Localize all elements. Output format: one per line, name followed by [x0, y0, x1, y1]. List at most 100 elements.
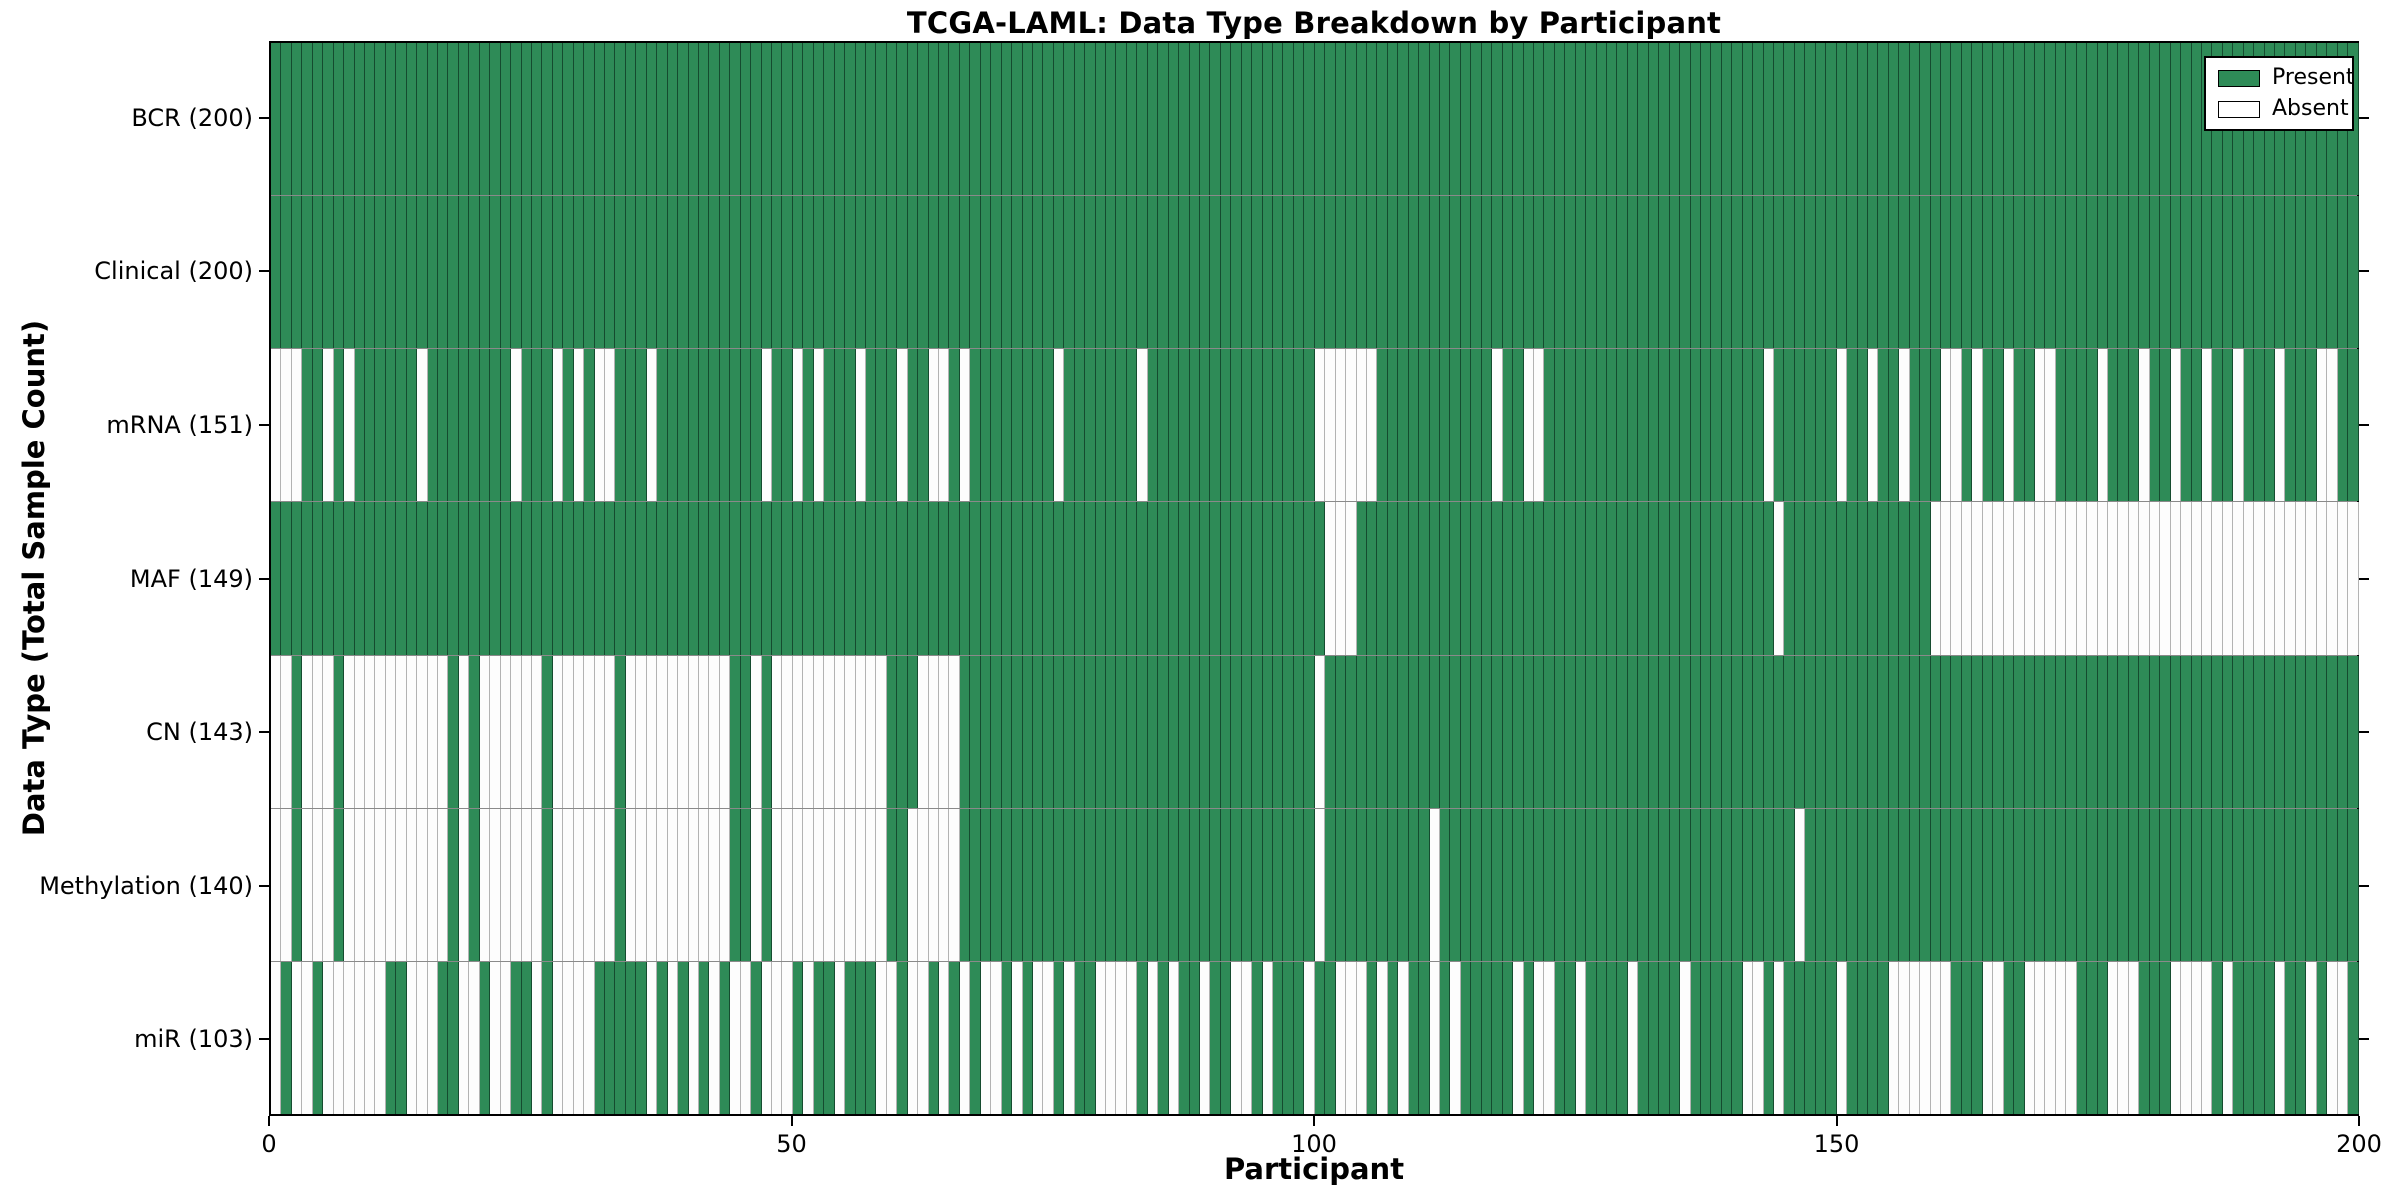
cell-mRNA-56 [855, 349, 866, 502]
cell-Methylation-69 [991, 808, 1002, 961]
cell-CN-86 [1168, 655, 1180, 808]
cell-Clinical-18 [458, 196, 470, 349]
cell-CN-14 [417, 655, 428, 808]
cell-miR-177 [2118, 961, 2129, 1114]
cell-Methylation-149 [1826, 808, 1837, 961]
cell-CN-18 [458, 655, 470, 808]
cell-Clinical-15 [427, 196, 438, 349]
cell-BCR-75 [1053, 43, 1065, 196]
cell-CN-46 [751, 655, 762, 808]
cell-miR-48 [772, 961, 783, 1114]
cell-Methylation-153 [1867, 808, 1879, 961]
cell-Methylation-188 [2233, 808, 2244, 961]
cell-miR-65 [949, 961, 960, 1114]
cell-mRNA-75 [1053, 349, 1065, 502]
y-tick-mark-left [259, 270, 269, 273]
cell-miR-196 [2316, 961, 2328, 1114]
cell-mRNA-163 [1972, 349, 1983, 502]
cell-MAF-64 [939, 502, 950, 655]
cell-Clinical-187 [2222, 196, 2234, 349]
cell-Clinical-94 [1252, 196, 1263, 349]
cell-miR-5 [323, 961, 334, 1114]
cell-Methylation-133 [1659, 808, 1670, 961]
cell-miR-46 [751, 961, 762, 1114]
cell-MAF-20 [479, 502, 491, 655]
cell-Methylation-100 [1314, 808, 1326, 961]
cell-CN-104 [1356, 655, 1367, 808]
cell-mRNA-44 [730, 349, 741, 502]
cell-Methylation-178 [2128, 808, 2140, 961]
cell-Methylation-11 [385, 808, 397, 961]
cell-Clinical-46 [751, 196, 762, 349]
cell-Clinical-169 [2034, 196, 2046, 349]
cell-mRNA-129 [1617, 349, 1628, 502]
cell-miR-155 [1888, 961, 1900, 1114]
cell-mRNA-85 [1158, 349, 1169, 502]
cell-miR-1 [281, 961, 292, 1114]
cell-Methylation-42 [709, 808, 720, 961]
cell-Methylation-186 [2212, 808, 2223, 961]
cell-CN-114 [1460, 655, 1472, 808]
cell-Methylation-99 [1304, 808, 1315, 961]
cell-CN-126 [1586, 655, 1597, 808]
cell-BCR-13 [406, 43, 418, 196]
cell-BCR-120 [1523, 43, 1534, 196]
cell-BCR-149 [1826, 43, 1837, 196]
cell-Methylation-22 [500, 808, 512, 961]
cell-BCR-146 [1794, 43, 1806, 196]
cell-mRNA-84 [1147, 349, 1159, 502]
cell-Methylation-157 [1909, 808, 1921, 961]
cell-Clinical-120 [1523, 196, 1534, 349]
cell-Clinical-189 [2243, 196, 2255, 349]
cell-miR-41 [698, 961, 710, 1114]
cell-Clinical-27 [552, 196, 564, 349]
cell-Clinical-197 [2327, 196, 2338, 349]
cell-mRNA-35 [636, 349, 647, 502]
cell-MAF-180 [2149, 502, 2161, 655]
cell-BCR-108 [1398, 43, 1409, 196]
cell-MAF-145 [1784, 502, 1795, 655]
cell-miR-122 [1544, 961, 1555, 1114]
cell-mRNA-91 [1220, 349, 1232, 502]
cell-mRNA-184 [2191, 349, 2202, 502]
cell-CN-140 [1732, 655, 1743, 808]
cell-mRNA-150 [1836, 349, 1848, 502]
cell-Methylation-54 [834, 808, 846, 961]
cell-Methylation-111 [1429, 808, 1440, 961]
cell-CN-178 [2128, 655, 2140, 808]
cell-mRNA-199 [2348, 349, 2359, 502]
cell-Methylation-57 [865, 808, 877, 961]
cell-MAF-192 [2275, 502, 2286, 655]
cell-mRNA-114 [1460, 349, 1472, 502]
cell-mRNA-11 [385, 349, 397, 502]
cell-MAF-50 [792, 502, 804, 655]
cell-MAF-70 [1001, 502, 1013, 655]
cell-BCR-155 [1888, 43, 1900, 196]
cell-CN-151 [1847, 655, 1858, 808]
cell-Methylation-109 [1408, 808, 1420, 961]
cell-Clinical-35 [636, 196, 647, 349]
cell-BCR-181 [2160, 43, 2171, 196]
cell-mRNA-2 [291, 349, 303, 502]
cell-mRNA-166 [2003, 349, 2015, 502]
cell-BCR-44 [730, 43, 741, 196]
cell-mRNA-147 [1805, 349, 1816, 502]
legend-label: Present [2272, 65, 2355, 90]
cell-CN-109 [1408, 655, 1420, 808]
cell-mRNA-42 [709, 349, 720, 502]
cell-miR-189 [2243, 961, 2255, 1114]
cell-CN-22 [500, 655, 512, 808]
cell-MAF-71 [1012, 502, 1023, 655]
cell-mRNA-16 [438, 349, 449, 502]
cell-miR-105 [1366, 961, 1378, 1114]
cell-MAF-76 [1064, 502, 1075, 655]
cell-BCR-32 [605, 43, 616, 196]
y-axis-right-ticks [2359, 41, 2371, 1116]
cell-mRNA-118 [1502, 349, 1514, 502]
cell-mRNA-198 [2337, 349, 2349, 502]
cell-BCR-100 [1314, 43, 1326, 196]
cell-CN-77 [1074, 655, 1086, 808]
cell-CN-190 [2254, 655, 2265, 808]
cell-MAF-194 [2295, 502, 2307, 655]
cell-CN-120 [1523, 655, 1534, 808]
